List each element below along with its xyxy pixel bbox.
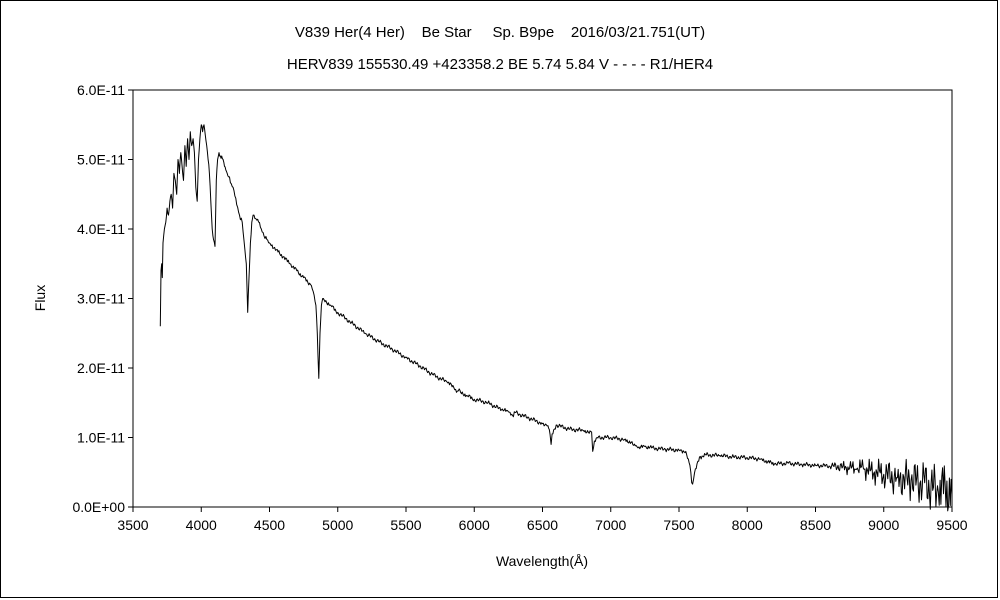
x-tick-label: 8500 xyxy=(800,517,831,533)
x-tick-label: 7500 xyxy=(663,517,694,533)
x-tick-label: 7000 xyxy=(595,517,626,533)
y-axis-title: Flux xyxy=(32,285,48,311)
x-tick-label: 6000 xyxy=(459,517,490,533)
x-tick-label: 8000 xyxy=(732,517,763,533)
y-tick-label: 1.0E-11 xyxy=(77,430,125,446)
x-tick-label: 9000 xyxy=(868,517,899,533)
y-tick-label: 4.0E-11 xyxy=(77,221,125,237)
y-axis-ticks: 0.0E+00 1.0E-11 2.0E-11 3.0E-11 4.0E-11 5.0E-… xyxy=(72,82,133,515)
chart-title-line-2: HERV839 155530.49 +423358.2 BE 5.74 5.84… xyxy=(286,56,714,73)
series-layer xyxy=(159,124,953,512)
x-tick-label: 4500 xyxy=(254,517,285,533)
spectrum-series-line xyxy=(159,124,953,512)
x-axis-ticks: 3500 4000 4500 5000 5500 6000 6500 7000 7500 8000… xyxy=(117,507,968,533)
x-tick-label: 9500 xyxy=(936,517,967,533)
y-tick-label: 0.0E+00 xyxy=(72,499,125,515)
plot-area-border xyxy=(132,89,953,508)
x-tick-label: 5000 xyxy=(322,517,353,533)
x-tick-label: 3500 xyxy=(117,517,148,533)
chart-title-line-1: V839 Her(4 Her) Be Star Sp. B9pe 2016/03… xyxy=(294,24,706,41)
y-tick-label: 3.0E-11 xyxy=(77,291,125,307)
x-tick-label: 4000 xyxy=(186,517,217,533)
x-axis-title: Wavelength(Å) xyxy=(496,553,588,569)
y-tick-label: 2.0E-11 xyxy=(77,360,125,376)
x-tick-label: 5500 xyxy=(390,517,421,533)
y-tick-label: 5.0E-11 xyxy=(77,152,125,168)
x-tick-label: 6500 xyxy=(527,517,558,533)
y-tick-label: 6.0E-11 xyxy=(77,82,125,98)
